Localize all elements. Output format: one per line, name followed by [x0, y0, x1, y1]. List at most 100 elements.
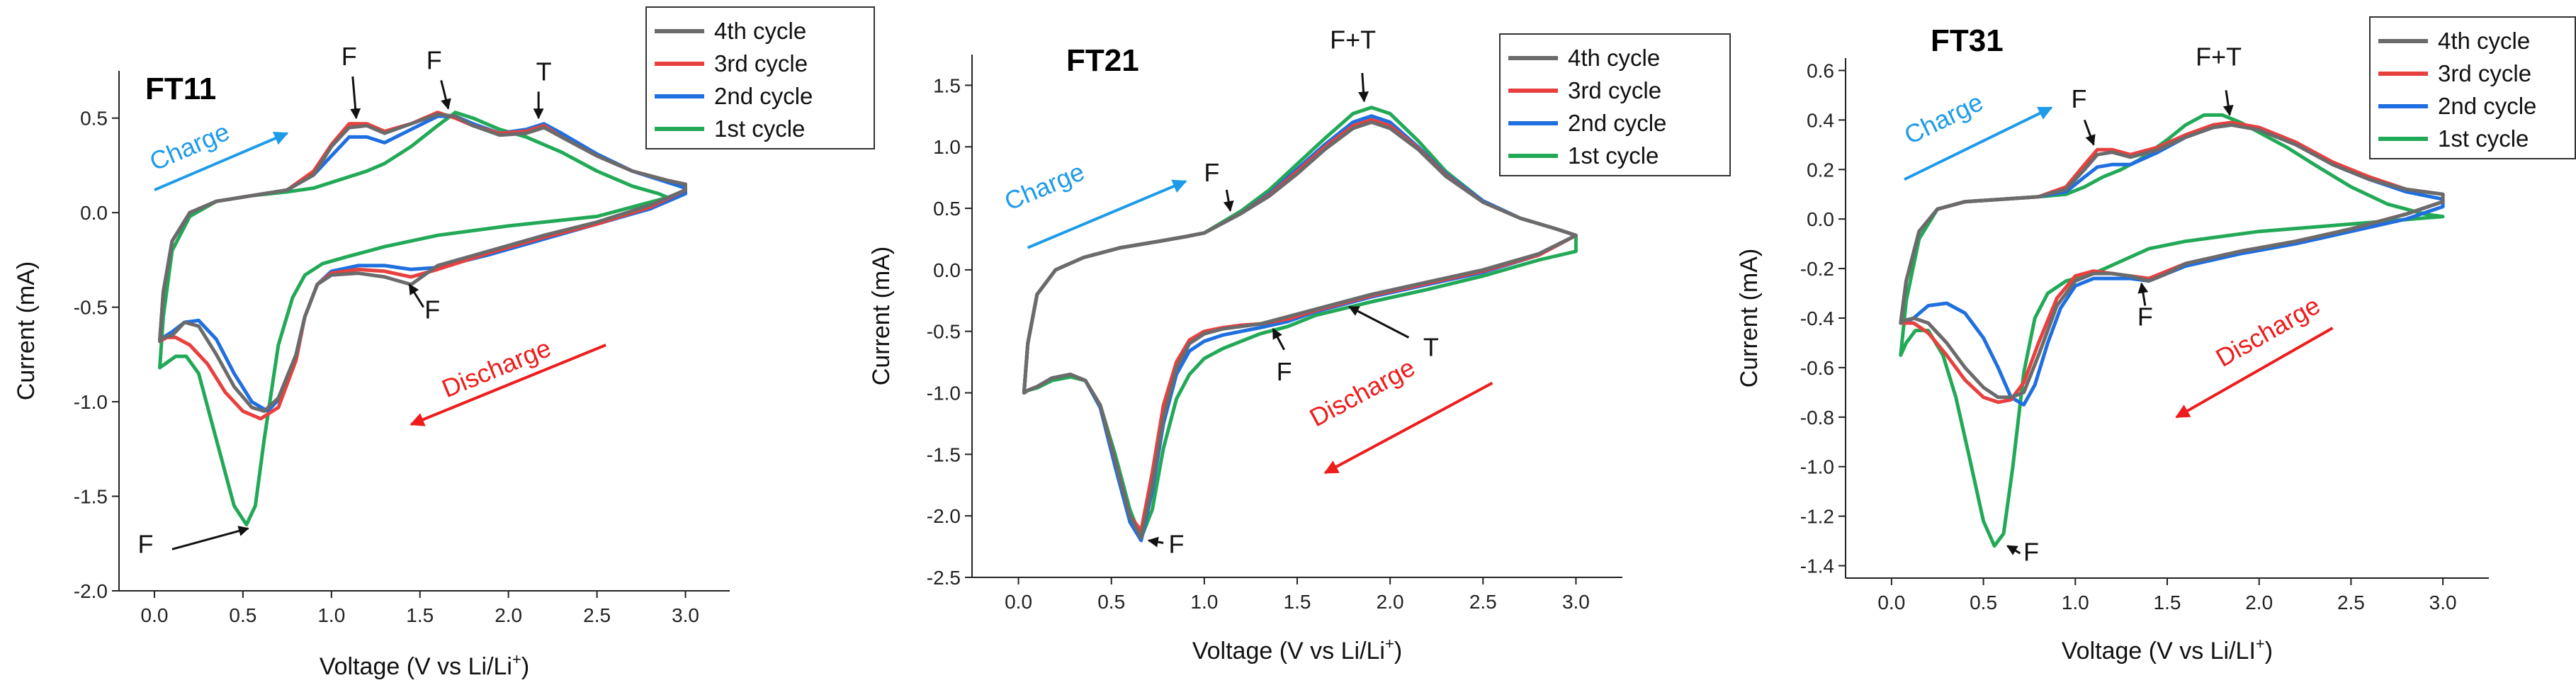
- annotation-arrow: [2006, 545, 2021, 555]
- x-tick-label: 2.0: [495, 604, 522, 626]
- y-tick-label: -2.0: [927, 505, 961, 527]
- y-tick-label: -0.4: [1800, 307, 1834, 329]
- legend: 4th cycle 3rd cycle 2nd cycle 1st cycle: [645, 6, 875, 149]
- y-tick-label: -1.5: [74, 486, 108, 508]
- legend-label: 3rd cycle: [714, 50, 808, 77]
- x-tick-label: 3.0: [2429, 592, 2457, 613]
- series-line-2nd-cycle: [1899, 123, 2445, 407]
- annotation-label: F: [1204, 158, 1219, 187]
- x-tick-label: 2.5: [2337, 592, 2365, 613]
- annotation-arrow: [2222, 90, 2234, 116]
- series-line-1st-cycle: [158, 111, 670, 527]
- x-tick-label: 0.5: [1097, 591, 1125, 613]
- y-axis-title: Current (mA): [868, 247, 895, 385]
- legend-label: 1st cycle: [2438, 125, 2529, 152]
- series-line-4th-cycle: [1022, 120, 1578, 540]
- annotation-arrow: [2083, 119, 2096, 146]
- annotation-label: F: [2071, 84, 2086, 113]
- y-axis-title: Current (mA): [1736, 249, 1763, 388]
- y-tick-label: -0.2: [1800, 258, 1834, 280]
- y-tick-label: 0.0: [933, 259, 961, 281]
- y-tick-label: 1.5: [933, 74, 961, 96]
- y-tick-label: 0.4: [1807, 109, 1834, 131]
- x-axis-title: Voltage (V vs Li/Li+): [320, 650, 529, 680]
- y-tick-label: 0.0: [80, 202, 108, 224]
- charge-arrow: [1027, 179, 1187, 249]
- legend: 4th cycle 3rd cycle 2nd cycle 1st cycle: [1499, 33, 1731, 176]
- series-group: [158, 111, 687, 527]
- legend-label: 1st cycle: [1568, 142, 1659, 169]
- annotation-arrow: [1223, 189, 1234, 213]
- x-tick-label: 3.0: [672, 604, 699, 626]
- annotation-label: T: [1423, 332, 1439, 361]
- panel-title: FT11: [145, 72, 216, 106]
- x-tick-label: 3.0: [1562, 591, 1590, 613]
- series-group: [1899, 113, 2445, 548]
- legend-label: 3rd cycle: [1568, 77, 1661, 103]
- annotation-arrow: [1147, 536, 1164, 548]
- y-tick-label: 0.5: [80, 108, 108, 130]
- legend: 4th cycle 3rd cycle 2nd cycle 1st cycle: [2369, 16, 2576, 159]
- panel-title: FT31: [1931, 23, 2004, 58]
- y-tick-label: -2.5: [927, 567, 961, 589]
- legend-label: 4th cycle: [2438, 28, 2530, 54]
- series-line-4th-cycle: [158, 112, 687, 413]
- x-tick-label: 1.5: [1284, 591, 1311, 613]
- annotation-label: F: [1277, 357, 1292, 386]
- x-tick-label: 1.0: [1190, 591, 1218, 613]
- x-tick-label: 2.5: [583, 604, 611, 626]
- x-tick-label: 1.5: [2154, 592, 2181, 613]
- x-tick-label: 2.0: [2245, 592, 2273, 613]
- x-tick-label: 2.0: [1377, 591, 1404, 613]
- x-tick-label: 0.5: [1970, 592, 1997, 613]
- annotation-arrow: [350, 76, 361, 120]
- y-tick-label: -1.0: [74, 391, 108, 413]
- y-tick-label: -1.2: [1800, 506, 1834, 528]
- legend-label: 2nd cycle: [1568, 110, 1666, 136]
- y-tick-label: -1.0: [1800, 456, 1834, 478]
- annotation-arrow: [1348, 305, 1410, 339]
- charge-arrow: [154, 131, 289, 191]
- annotation-label: F: [137, 530, 153, 559]
- y-tick-label: -1.4: [1800, 555, 1834, 577]
- y-tick-label: -0.5: [927, 321, 961, 343]
- y-tick-label: -0.6: [1800, 357, 1834, 379]
- x-tick-label: 0.5: [229, 604, 256, 626]
- x-tick-label: 1.5: [406, 604, 434, 626]
- x-tick-label: 2.5: [1469, 591, 1497, 613]
- y-tick-label: 0.2: [1807, 159, 1834, 181]
- annotation-arrow: [440, 79, 451, 110]
- x-axis-title: Voltage (V vs Li/Li+): [1192, 635, 1402, 664]
- y-tick-label: -2.0: [74, 580, 108, 602]
- annotation-arrow: [1358, 72, 1369, 103]
- legend-label: 3rd cycle: [2438, 60, 2531, 86]
- annotation-label: T: [536, 57, 552, 86]
- y-tick-label: 0.5: [933, 198, 961, 220]
- x-tick-label: 0.0: [141, 604, 169, 626]
- annotation-label: F: [2023, 538, 2039, 567]
- charge-arrow: [1904, 106, 2053, 181]
- y-tick-label: 1.0: [933, 136, 961, 158]
- annotation-label: F+T: [1330, 25, 1376, 54]
- discharge-arrow: [1323, 381, 1493, 475]
- x-axis-title: Voltage (V vs Li/LI+): [2062, 635, 2273, 664]
- legend-label: 4th cycle: [714, 18, 806, 44]
- annotation-arrow: [2137, 282, 2149, 306]
- y-tick-label: 0.0: [1807, 208, 1834, 230]
- x-tick-label: 0.0: [1005, 591, 1032, 613]
- annotation-arrow: [408, 283, 425, 308]
- series-line-4th-cycle: [1899, 123, 2445, 400]
- discharge-arrow: [2175, 327, 2334, 419]
- y-axis-title: Current (mA): [13, 261, 40, 400]
- discharge-arrow: [409, 344, 606, 426]
- y-tick-label: -0.5: [74, 297, 108, 319]
- annotation-arrow: [1272, 327, 1285, 351]
- x-tick-label: 1.0: [2062, 592, 2089, 613]
- legend-label: 1st cycle: [714, 115, 805, 142]
- annotation-label: F: [426, 45, 442, 74]
- series-group: [1022, 106, 1578, 543]
- annotation-label: F: [2137, 302, 2153, 331]
- legend-label: 4th cycle: [1568, 45, 1660, 71]
- y-tick-label: -0.8: [1800, 407, 1834, 429]
